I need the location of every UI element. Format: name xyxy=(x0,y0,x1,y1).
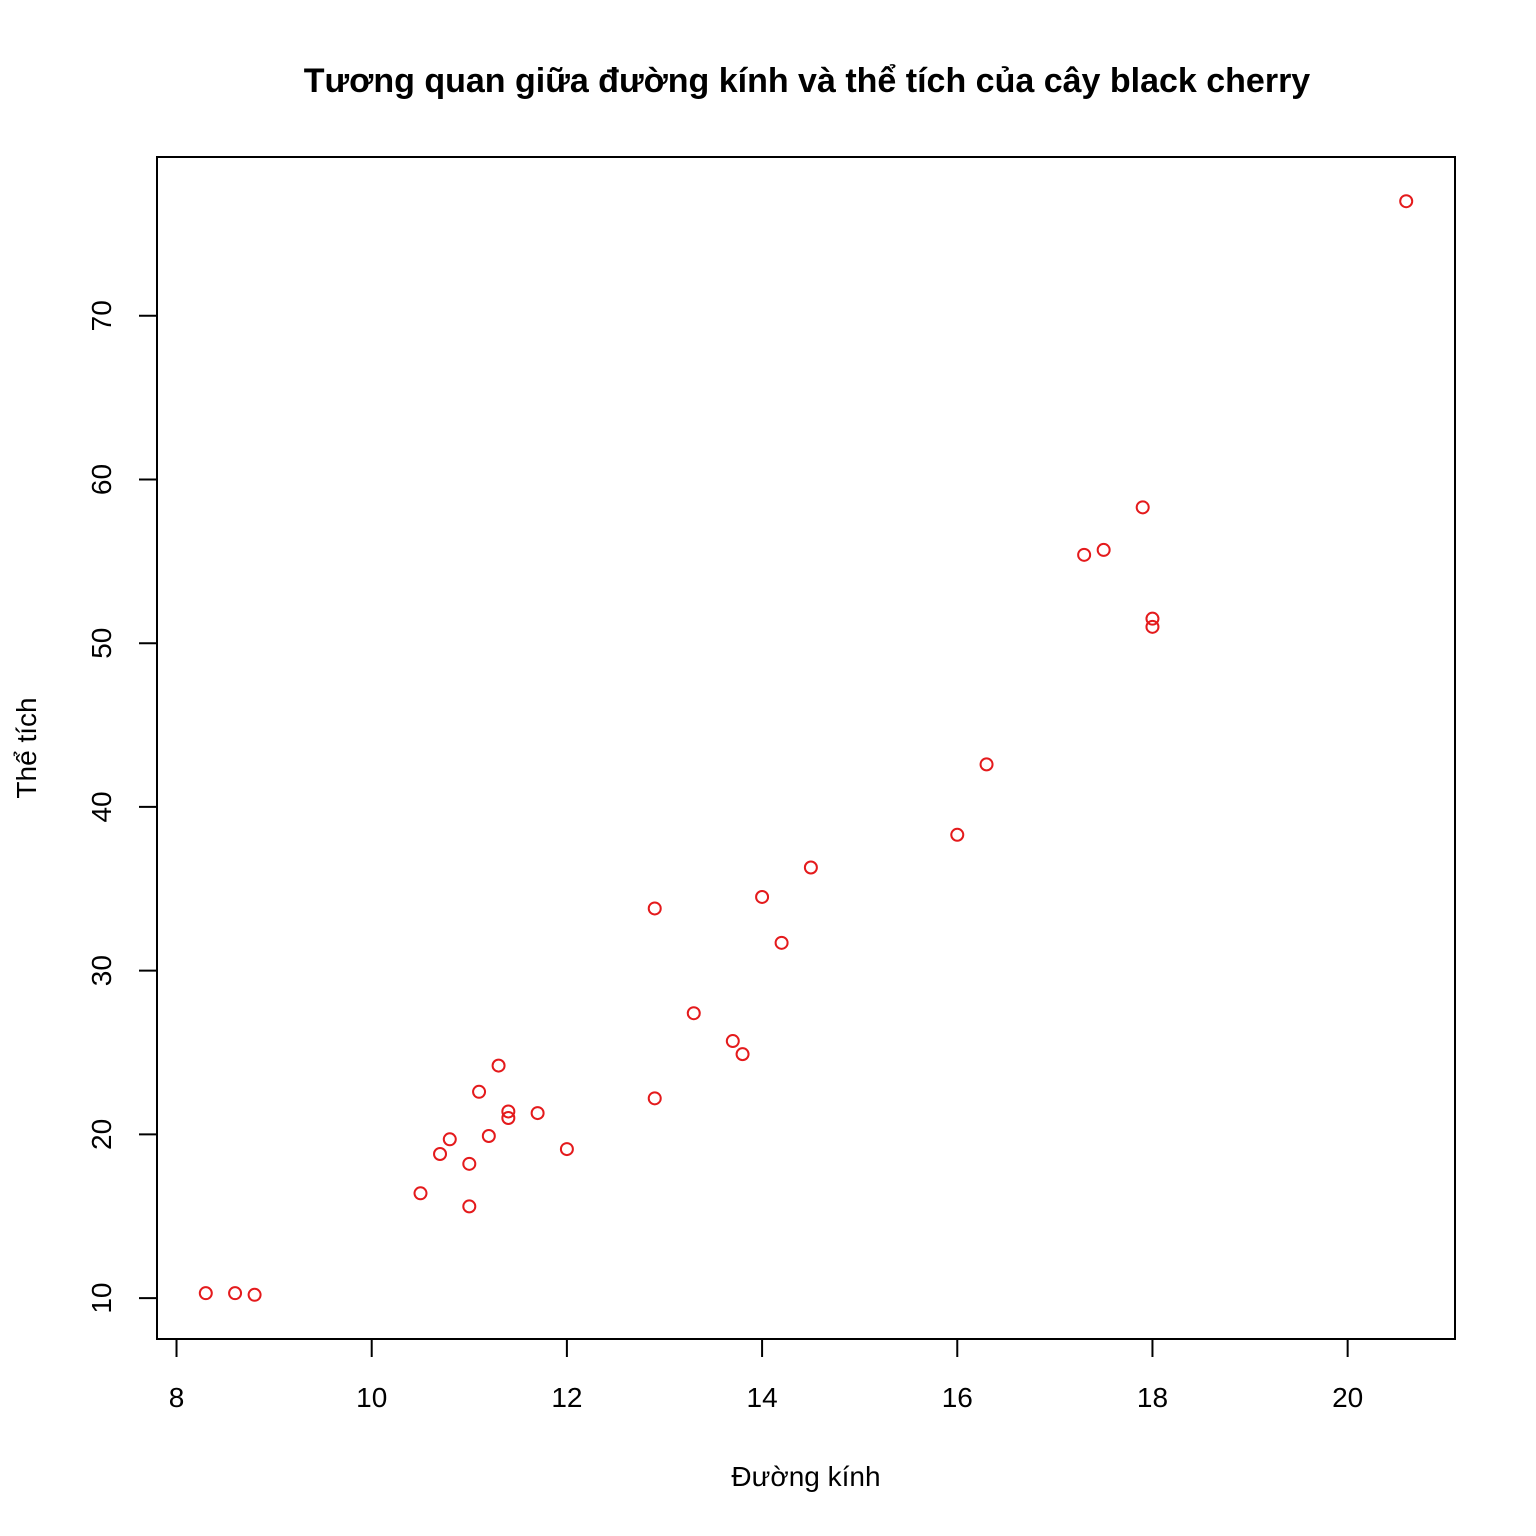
data-point xyxy=(530,1106,545,1121)
data-point xyxy=(1096,542,1111,557)
data-point xyxy=(247,1287,262,1302)
y-tick-label: 20 xyxy=(86,1119,117,1150)
x-tick-label: 20 xyxy=(1332,1382,1363,1413)
data-point xyxy=(501,1104,516,1119)
y-tick-label: 70 xyxy=(86,300,117,331)
data-point xyxy=(735,1047,750,1062)
data-point xyxy=(1399,194,1414,209)
y-tick-label: 50 xyxy=(86,628,117,659)
data-point xyxy=(1145,619,1160,634)
data-point xyxy=(472,1084,487,1099)
x-tick-label: 14 xyxy=(747,1382,778,1413)
data-point xyxy=(1077,547,1092,562)
data-point xyxy=(950,827,965,842)
data-point xyxy=(647,1091,662,1106)
plot-frame xyxy=(156,156,1456,1340)
data-point xyxy=(462,1156,477,1171)
data-point xyxy=(413,1186,428,1201)
x-axis-label: Đường kính xyxy=(731,1461,880,1492)
y-tick-label: 40 xyxy=(86,791,117,822)
data-point xyxy=(462,1199,477,1214)
data-point xyxy=(686,1006,701,1021)
y-tick-label: 30 xyxy=(86,955,117,986)
x-tick-label: 16 xyxy=(942,1382,973,1413)
data-point xyxy=(979,757,994,772)
x-tick-label: 8 xyxy=(169,1382,185,1413)
data-point xyxy=(491,1058,506,1073)
chart-title: Tương quan giữa đường kính và thể tích c… xyxy=(304,62,1311,100)
data-point xyxy=(433,1147,448,1162)
x-tick-label: 12 xyxy=(551,1382,582,1413)
data-points xyxy=(198,194,1414,1302)
data-point xyxy=(228,1286,243,1301)
x-tick-label: 18 xyxy=(1137,1382,1168,1413)
data-point xyxy=(1135,500,1150,515)
data-point xyxy=(1145,611,1160,626)
data-point xyxy=(725,1034,740,1049)
data-point xyxy=(803,860,818,875)
y-tick-label: 10 xyxy=(86,1282,117,1313)
data-point xyxy=(559,1142,574,1157)
data-point xyxy=(647,901,662,916)
data-point xyxy=(755,889,770,904)
data-point xyxy=(774,935,789,950)
data-point xyxy=(501,1110,516,1125)
data-point xyxy=(481,1128,496,1143)
y-axis-label: Thể tích xyxy=(11,697,42,798)
data-point xyxy=(442,1132,457,1147)
data-point xyxy=(198,1286,213,1301)
y-axis: 10 20 30 40 50 60 70 xyxy=(86,300,158,1314)
x-axis: 8 10 12 14 16 18 20 xyxy=(169,1338,1363,1413)
x-tick-label: 10 xyxy=(356,1382,387,1413)
y-tick-label: 60 xyxy=(86,464,117,495)
